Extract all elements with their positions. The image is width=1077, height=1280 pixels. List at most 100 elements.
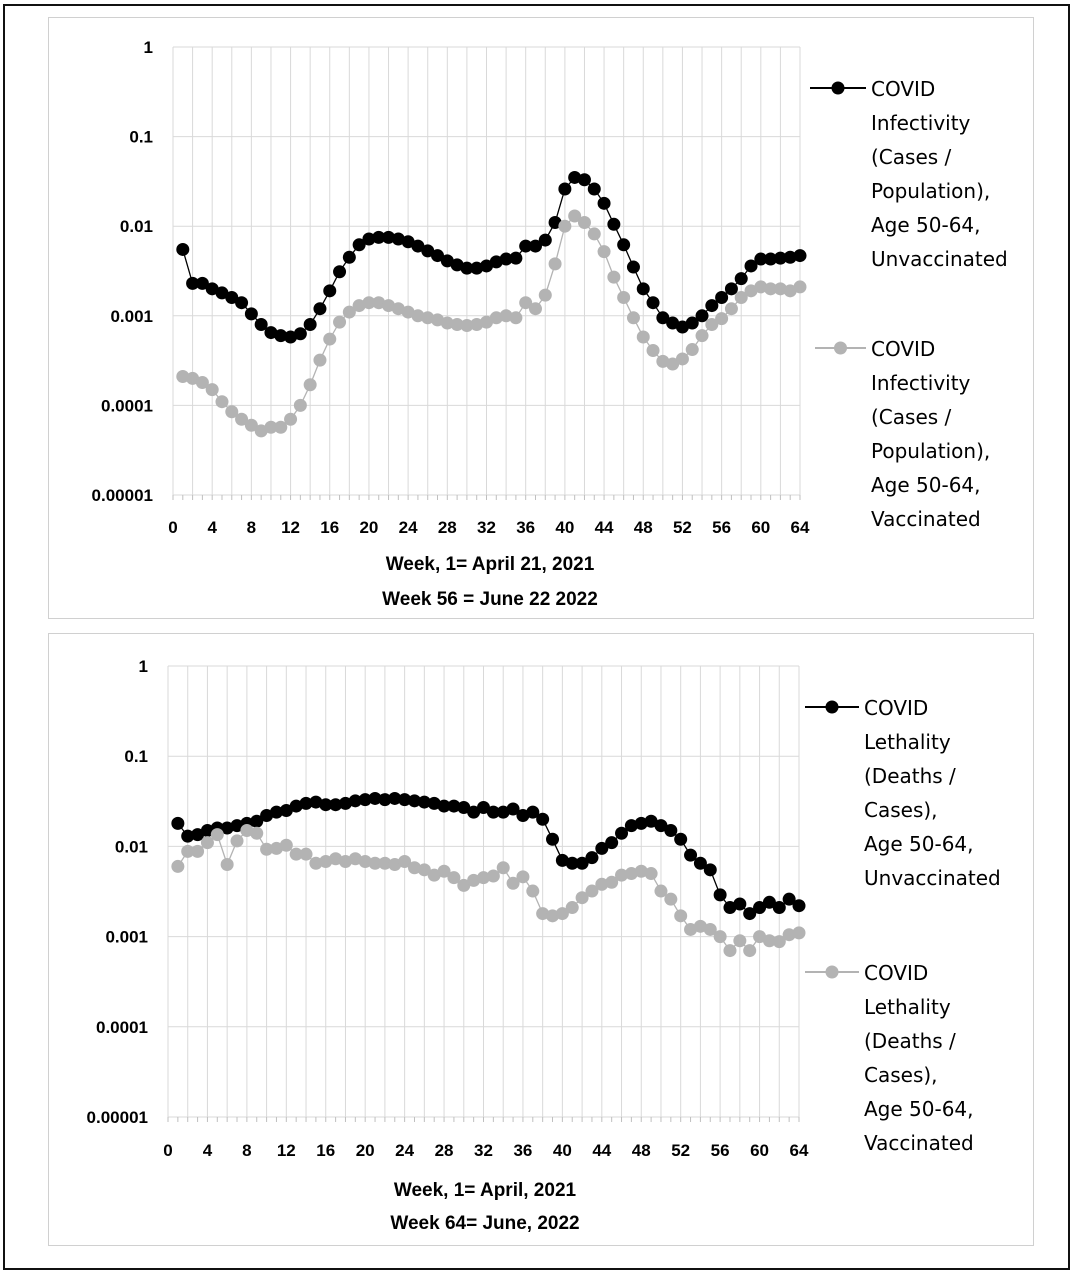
figure-frame <box>3 4 1070 1270</box>
data-point <box>215 286 229 300</box>
data-point <box>230 834 244 848</box>
data-point <box>470 317 484 331</box>
data-point <box>388 857 402 871</box>
x-tick-label: 48 <box>634 518 653 537</box>
data-point <box>792 926 806 940</box>
legend-label-line: (Cases / <box>871 405 952 429</box>
data-point <box>186 371 200 385</box>
y-tick-label: 1 <box>139 657 148 676</box>
data-point <box>269 805 283 819</box>
data-point <box>401 235 415 249</box>
y-tick-label: 0.01 <box>120 217 153 236</box>
x-tick-label: 44 <box>592 1141 611 1160</box>
legend-label-line: Age 50-64, <box>871 213 981 237</box>
x-tick-label: 60 <box>750 1141 769 1160</box>
data-point <box>447 871 461 885</box>
data-point <box>516 809 530 823</box>
data-point <box>440 316 454 330</box>
data-point <box>744 284 758 298</box>
data-point <box>607 217 621 231</box>
x-tick-label: 56 <box>712 518 731 537</box>
data-point <box>338 855 352 869</box>
data-point <box>555 907 569 921</box>
data-point <box>782 928 796 942</box>
data-point <box>303 317 317 331</box>
data-point <box>538 288 552 302</box>
data-point <box>303 378 317 392</box>
data-point <box>274 329 288 343</box>
data-point <box>372 230 386 244</box>
data-point <box>715 291 729 305</box>
data-point <box>382 299 396 313</box>
data-point <box>546 909 560 923</box>
legend-marker <box>825 700 839 714</box>
data-point <box>548 257 562 271</box>
data-point <box>358 793 372 807</box>
data-point <box>333 315 347 329</box>
data-point <box>191 828 205 842</box>
data-point <box>585 851 599 865</box>
x-tick-label: 48 <box>632 1141 651 1160</box>
legend-label-line: (Deaths / <box>864 764 956 788</box>
data-point <box>200 836 214 850</box>
data-point <box>644 814 658 828</box>
data-point <box>783 284 797 298</box>
data-point <box>575 856 589 870</box>
data-point <box>489 255 503 269</box>
data-point <box>666 316 680 330</box>
data-point <box>289 847 303 861</box>
x-tick-label: 28 <box>435 1141 454 1160</box>
x-tick-label: 36 <box>513 1141 532 1160</box>
data-point <box>724 302 738 316</box>
data-point <box>417 795 431 809</box>
data-point <box>225 405 239 419</box>
data-point <box>546 832 560 846</box>
data-point <box>705 299 719 313</box>
data-point <box>195 376 209 390</box>
x-tick-label: 20 <box>356 1141 375 1160</box>
data-point <box>644 867 658 881</box>
data-point <box>398 793 412 807</box>
x-tick-label: 12 <box>281 518 300 537</box>
infectivity-legend-entry-vaccinated: COVID Infectivity (Cases / Population), Age … <box>815 337 990 531</box>
data-point <box>195 276 209 290</box>
data-point <box>703 922 717 936</box>
data-point <box>171 859 185 873</box>
data-point <box>519 296 533 310</box>
data-point <box>724 282 738 296</box>
x-tick-label: 52 <box>671 1141 690 1160</box>
data-point <box>634 816 648 830</box>
data-point <box>733 934 747 948</box>
data-point <box>254 317 268 331</box>
data-point <box>713 930 727 944</box>
infectivity-chart-panel: 1 0.1 0.01 0.001 0.0001 0.00001 0 4 8 12 16 20 24 28 3… <box>48 17 1034 619</box>
data-point <box>754 252 768 266</box>
data-point <box>348 794 362 808</box>
x-tick-label: 40 <box>555 518 574 537</box>
data-point <box>753 930 767 944</box>
data-point <box>695 329 709 343</box>
data-point <box>362 296 376 310</box>
data-point <box>411 309 425 323</box>
data-point <box>656 354 670 368</box>
data-point <box>705 317 719 331</box>
legend-label-line: Vaccinated <box>864 1131 974 1155</box>
data-point <box>215 395 229 409</box>
data-point <box>744 259 758 273</box>
data-point <box>398 855 412 869</box>
data-point <box>254 424 268 438</box>
data-point <box>615 826 629 840</box>
lethality-legend-entry-unvaccinated: COVID Lethality (Deaths / Cases), Age 50-64,… <box>805 696 1001 890</box>
data-point <box>284 412 298 426</box>
x-tick-label: 8 <box>242 1141 251 1160</box>
y-tick-label: 0.001 <box>110 307 153 326</box>
legend-label-line: COVID <box>871 77 935 101</box>
data-point <box>733 897 747 911</box>
data-point <box>772 935 786 949</box>
data-point <box>587 182 601 196</box>
data-point <box>499 252 513 266</box>
data-point <box>519 239 533 253</box>
data-point <box>568 209 582 223</box>
data-point <box>274 420 288 434</box>
legend-marker <box>825 965 839 979</box>
